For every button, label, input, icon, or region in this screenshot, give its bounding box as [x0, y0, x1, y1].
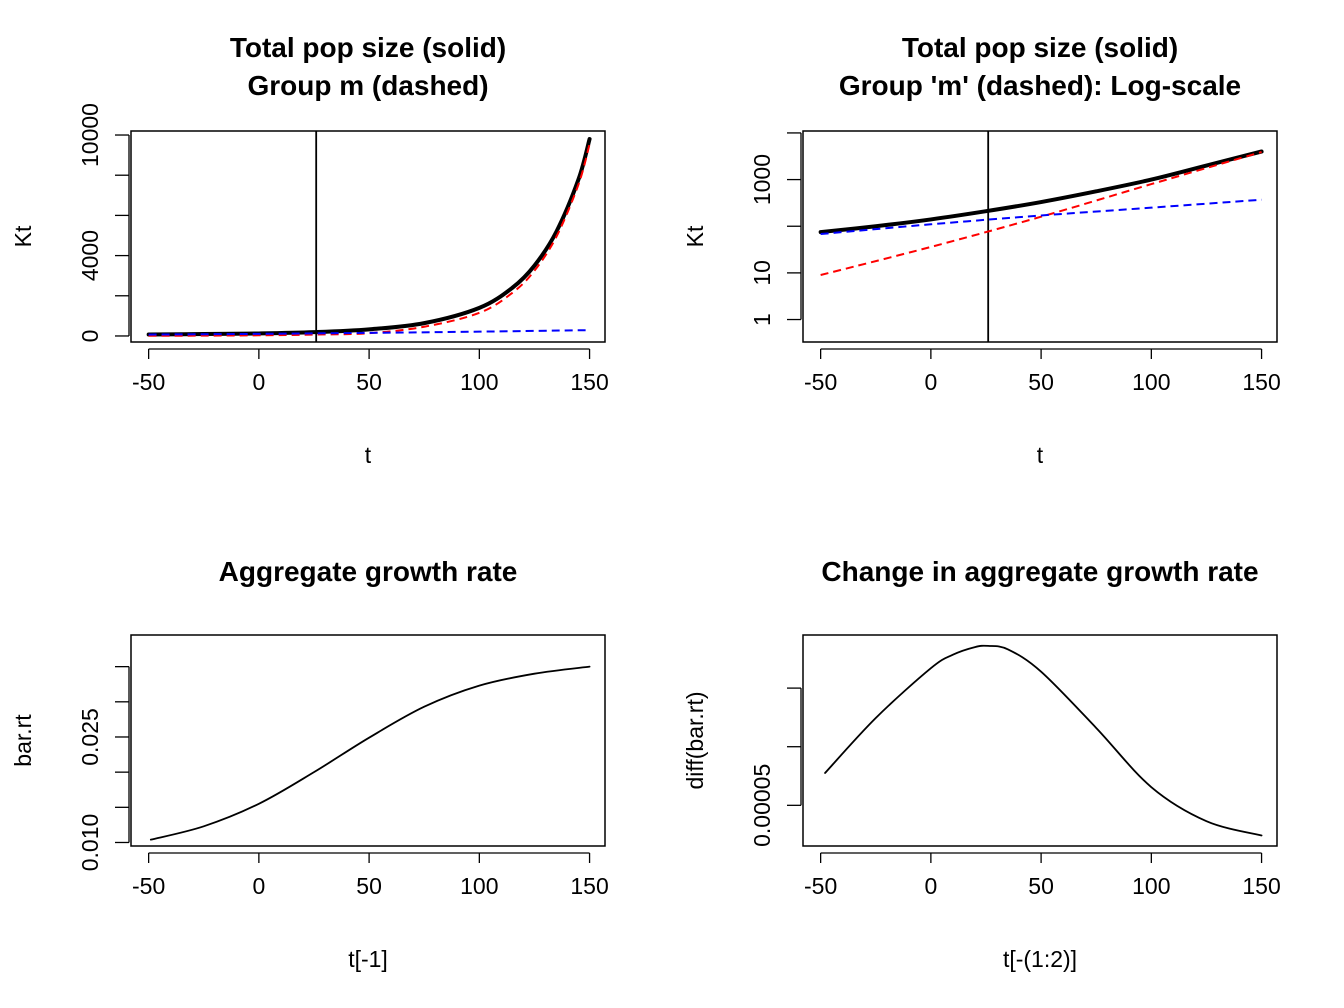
- x-tick-label: 50: [1028, 873, 1054, 899]
- plot-frame: [130, 130, 606, 343]
- plot-frame: [802, 130, 1278, 343]
- x-tick-label: 0: [924, 873, 937, 899]
- y-tick-label: 1000: [749, 154, 775, 205]
- chart-title-line: Total pop size (solid): [230, 32, 506, 63]
- y-tick-label: 10000: [77, 103, 103, 167]
- x-tick-label: -50: [132, 873, 165, 899]
- x-axis-label: t: [365, 442, 372, 468]
- x-axis-label: t[-1]: [348, 946, 388, 972]
- series-line-0: [818, 149, 1264, 235]
- series-line-2: [148, 329, 590, 336]
- chart-title-line: Change in aggregate growth rate: [821, 556, 1258, 587]
- y-tick-label: 0.025: [77, 708, 103, 766]
- x-tick-label: -50: [132, 369, 165, 395]
- series-line-0: [149, 665, 591, 841]
- y-tick-label: 0: [77, 330, 103, 343]
- y-tick-label: 4000: [77, 230, 103, 281]
- plot-frame: [130, 634, 606, 847]
- chart-title-line: Aggregate growth rate: [219, 556, 518, 587]
- series-group: [149, 665, 591, 841]
- x-tick-label: 0: [252, 369, 265, 395]
- x-tick-label: 150: [1242, 873, 1280, 899]
- y-tick-label: 10: [749, 260, 775, 286]
- y-tick-label: 0.00005: [749, 764, 775, 847]
- chart-title-line: Group m (dashed): [247, 70, 488, 101]
- series-line-1: [820, 151, 1262, 276]
- x-tick-label: 150: [570, 873, 608, 899]
- x-tick-label: -50: [804, 369, 837, 395]
- x-tick-label: 50: [356, 369, 382, 395]
- x-tick-label: 50: [1028, 369, 1054, 395]
- y-tick-label: 0.010: [77, 814, 103, 872]
- y-axis-label: diff(bar.rt): [682, 692, 708, 790]
- panel-aggregate-growth-rate: Aggregate growth rate -50 0 50 100 150 t[-1] 0.…: [10, 556, 609, 972]
- panel-total-pop-linear: Total pop size (solid) Group m (dashed) -5…: [10, 32, 609, 468]
- x-axis-label: t[-(1:2)]: [1003, 946, 1077, 972]
- x-tick-label: 0: [924, 369, 937, 395]
- y-axis-label: Kt: [682, 225, 708, 247]
- series-group: [818, 149, 1264, 276]
- y-tick-label: 1: [749, 313, 775, 326]
- series-line-2: [820, 198, 1262, 236]
- x-tick-label: 100: [1132, 369, 1170, 395]
- chart-title-line: Group 'm' (dashed): Log-scale: [839, 70, 1241, 101]
- x-tick-label: 150: [1242, 369, 1280, 395]
- series-group: [824, 644, 1263, 837]
- series-line-0: [824, 644, 1263, 837]
- x-tick-label: 150: [570, 369, 608, 395]
- x-tick-label: 50: [356, 873, 382, 899]
- y-axis-label: bar.rt: [10, 714, 36, 767]
- x-tick-label: 100: [1132, 873, 1170, 899]
- panel-total-pop-log: Total pop size (solid) Group 'm' (dashed)…: [682, 32, 1281, 468]
- x-axis-label: t: [1037, 442, 1044, 468]
- x-tick-label: -50: [804, 873, 837, 899]
- x-tick-label: 0: [252, 873, 265, 899]
- plot-frame: [802, 634, 1278, 847]
- chart-title-line: Total pop size (solid): [902, 32, 1178, 63]
- panel-change-in-growth-rate: Change in aggregate growth rate -50 0 50 100…: [682, 556, 1281, 972]
- y-axis-label: Kt: [10, 225, 36, 247]
- x-tick-label: 100: [460, 369, 498, 395]
- series-group: [146, 137, 592, 337]
- series-line-1: [148, 143, 591, 337]
- x-tick-label: 100: [460, 873, 498, 899]
